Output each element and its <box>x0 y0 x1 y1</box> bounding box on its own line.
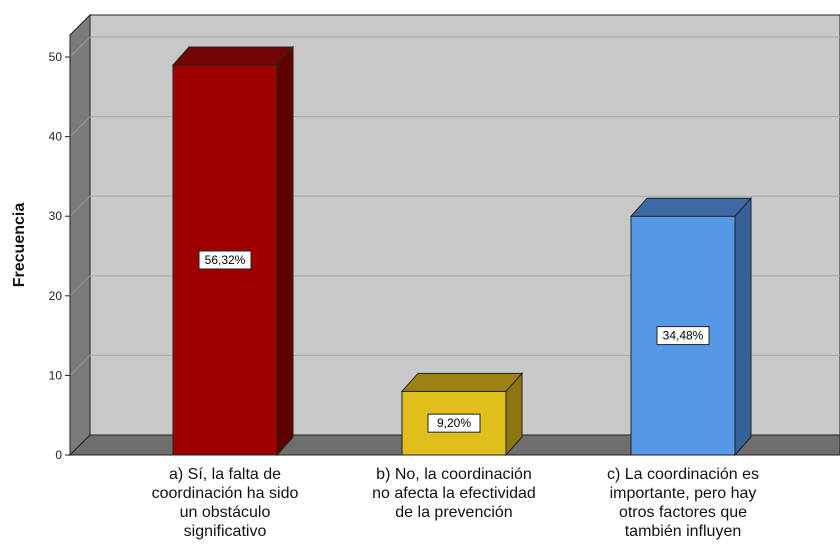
gridline-side <box>69 116 91 137</box>
category-label-line: b) No, la coordinación <box>376 466 532 483</box>
category-label-line: otros factores que <box>619 504 747 521</box>
bar: 9,20% <box>400 372 524 457</box>
category-label: a) Sí, la falta de coordinación ha sido un… <box>152 466 299 540</box>
y-tick-label: 50 <box>49 50 63 64</box>
data-label-box <box>427 413 481 433</box>
bar-top <box>629 197 753 217</box>
y-tick-label: 10 <box>49 368 63 382</box>
side-wall <box>69 13 91 457</box>
y-axis-label: Frecuencia <box>11 203 28 288</box>
category-label-line: significativo <box>184 523 267 540</box>
data-label: 56,32% <box>205 253 246 267</box>
bar: 56,32% <box>171 45 295 457</box>
category-label: c) La coordinación es importante, pero ha… <box>607 466 759 540</box>
bars: 56,32% 9,20% 34,48% <box>171 45 753 457</box>
category-label-line: también influyen <box>625 523 742 540</box>
gridline-side <box>69 355 91 376</box>
data-label-box <box>198 250 252 270</box>
bar-side <box>276 45 294 457</box>
category-label-line: c) La coordinación es <box>607 466 759 483</box>
category-label-line: importante, pero hay <box>610 485 757 502</box>
data-label-box <box>656 326 710 346</box>
gridline-side <box>69 275 91 297</box>
category-label-line: de la prevención <box>395 504 512 521</box>
y-tick-label: 0 <box>55 448 62 462</box>
category-label-line: un obstáculo <box>180 504 271 521</box>
data-label: 34,48% <box>663 329 704 343</box>
category-label-line: coordinación ha sido <box>152 485 299 502</box>
y-tick-label: 30 <box>49 209 63 223</box>
data-label: 9,20% <box>437 416 471 430</box>
category-label: b) No, la coordinación no afecta la efect… <box>372 466 536 521</box>
bar: 34,48% <box>629 196 753 457</box>
y-tick-label: 40 <box>49 130 63 144</box>
y-tick-label: 20 <box>49 289 63 303</box>
gridline-side <box>69 195 91 217</box>
category-label-line: no afecta la efectividad <box>372 485 536 502</box>
bar-side <box>734 196 752 457</box>
bar-top <box>400 372 524 392</box>
bar-top <box>171 46 295 66</box>
category-label-line: a) Sí, la falta de <box>169 466 281 483</box>
x-axis-categories: a) Sí, la falta de coordinación ha sido un… <box>152 466 759 540</box>
gridline-side <box>69 36 91 58</box>
